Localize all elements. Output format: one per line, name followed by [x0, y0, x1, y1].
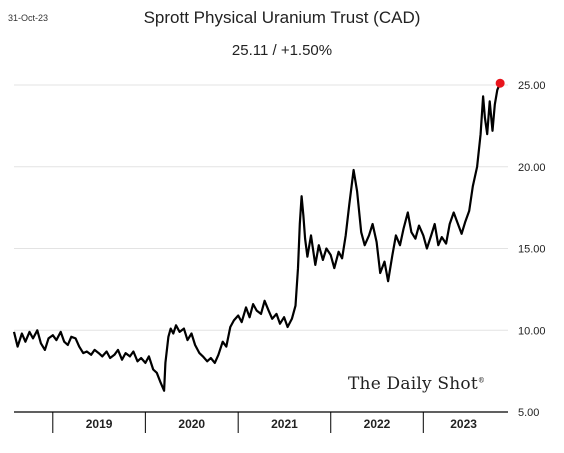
series-line: [12, 82, 502, 392]
registered-mark: ®: [477, 376, 486, 385]
y-tick-label: 10.00: [518, 325, 546, 337]
series-layer: [12, 78, 505, 392]
date-stamp: 31-Oct-23: [8, 13, 49, 23]
x-tick-label: 2021: [271, 417, 298, 431]
x-tick-label: 2019: [86, 417, 113, 431]
x-tick-label: 2022: [364, 417, 391, 431]
y-axis-ticks: 5.00 10.00 15.00 20.00 25.00: [518, 80, 546, 419]
y-tick-label: 15.00: [518, 244, 546, 256]
x-tick-label: 2023: [450, 417, 477, 431]
last-point-marker: [495, 78, 505, 88]
y-tick-label: 25.00: [518, 80, 546, 92]
y-tick-label: 20.00: [518, 162, 546, 174]
x-axis: 2019 2020 2021 2022 2023: [14, 411, 508, 433]
watermark-text: The Daily Shot: [348, 374, 478, 394]
y-tick-label: 5.00: [518, 407, 539, 419]
chart-subtitle: 25.11 / +1.50%: [231, 42, 333, 59]
gridlines: [14, 84, 508, 331]
x-tick-label: 2020: [178, 417, 205, 431]
chart-title: Sprott Physical Uranium Trust (CAD): [143, 8, 421, 27]
daily-shot-watermark: The Daily Shot®: [348, 374, 485, 394]
